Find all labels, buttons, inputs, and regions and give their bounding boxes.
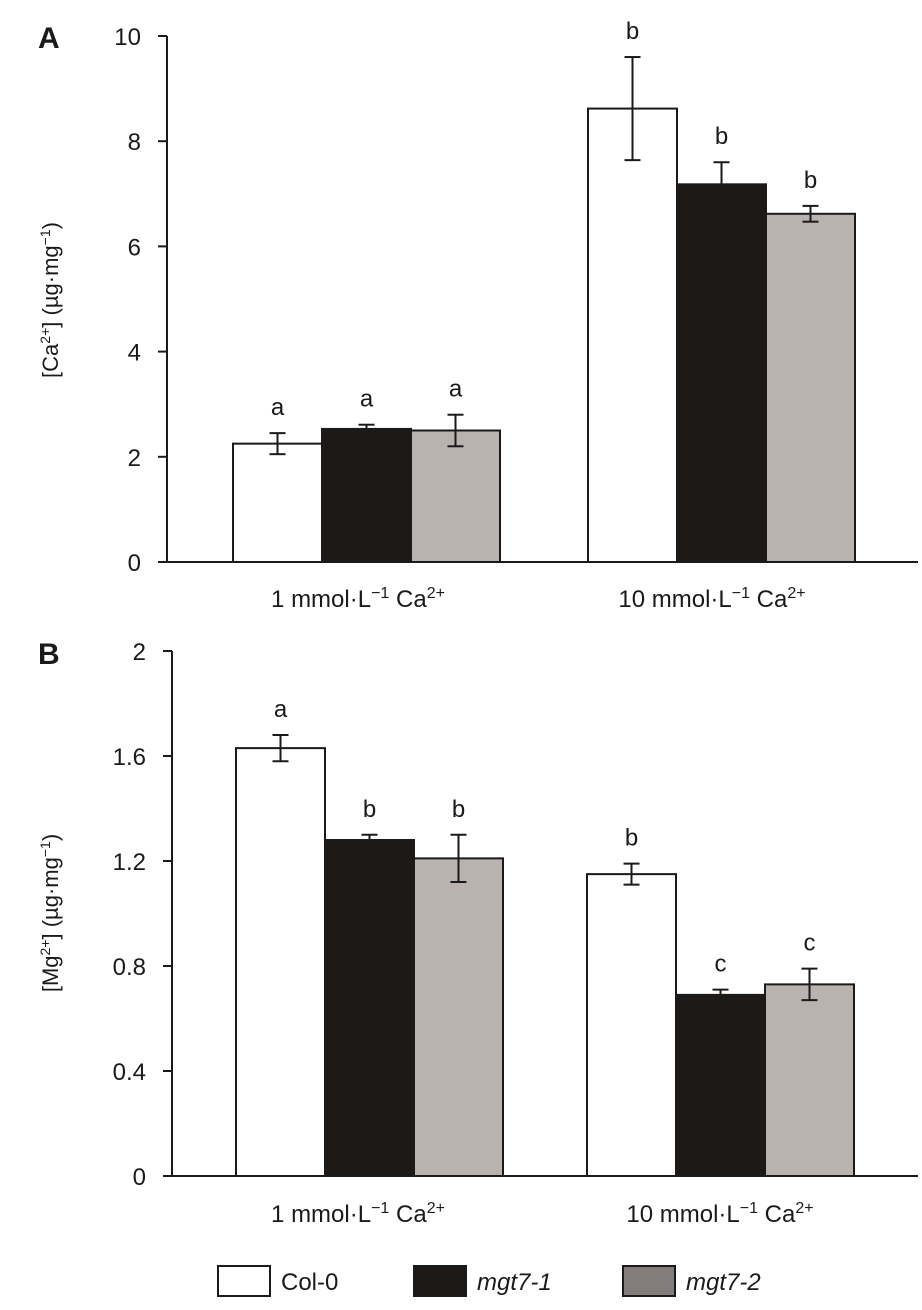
significance-letter: b bbox=[625, 825, 638, 852]
significance-letter: a bbox=[360, 386, 374, 413]
panel-a-chart: A [Ca2+] (µg·mg−1) a a a b b b 0 2 4 6 8 10 1 mmol… bbox=[37, 18, 918, 613]
panel-b-error-bars bbox=[272, 734, 818, 1002]
legend-label-mgt7-1: mgt7-1 bbox=[477, 1269, 552, 1296]
legend-swatch-mgt7-1 bbox=[413, 1265, 467, 1297]
legend-label-col-0: Col-0 bbox=[281, 1269, 338, 1296]
x-category-label: 1 mmol·L−1 Ca2+ bbox=[271, 1200, 445, 1228]
x-category-label: 10 mmol·L−1 Ca2+ bbox=[626, 1200, 813, 1228]
significance-letter: b bbox=[715, 123, 728, 150]
panel-b-x-labels: 1 mmol·L−1 Ca2+ 10 mmol·L−1 Ca2+ bbox=[271, 1200, 814, 1228]
panel-a-error-bars bbox=[269, 56, 819, 456]
bar-col-0-2 bbox=[586, 873, 677, 1177]
bar-mgt7-2-2 bbox=[764, 983, 855, 1177]
legend-label-mgt7-2: mgt7-2 bbox=[686, 1269, 761, 1296]
significance-letter: c bbox=[804, 930, 816, 957]
x-category-label: 10 mmol·L−1 Ca2+ bbox=[618, 585, 805, 613]
legend-item-col-0: Col-0 bbox=[217, 1265, 338, 1297]
significance-letter: a bbox=[271, 394, 285, 421]
legend-item-mgt7-1: mgt7-1 bbox=[413, 1265, 552, 1297]
bar-col-0-2 bbox=[587, 107, 678, 563]
y-tick-label: 0.8 bbox=[113, 954, 146, 981]
significance-letter: b bbox=[452, 796, 465, 823]
legend-swatch-mgt7-2 bbox=[622, 1265, 676, 1297]
significance-letter: b bbox=[804, 167, 817, 194]
y-tick-label: 1.2 bbox=[113, 849, 146, 876]
y-tick-label: 0 bbox=[128, 550, 141, 577]
panel-a-label: A bbox=[38, 22, 60, 55]
bar-mgt7-1-1 bbox=[324, 839, 415, 1177]
panel-a-x-labels: 1 mmol·L−1 Ca2+ 10 mmol·L−1 Ca2+ bbox=[271, 585, 806, 613]
bar-mgt7-2-2 bbox=[765, 212, 856, 563]
legend: Col-0 mgt7-1 mgt7-2 bbox=[217, 1265, 761, 1297]
x-category-label: 1 mmol·L−1 Ca2+ bbox=[271, 585, 445, 613]
bar-mgt7-2-1 bbox=[410, 429, 501, 563]
bar-mgt7-1-2 bbox=[676, 183, 767, 563]
panel-a-significance-letters: a a a b b b bbox=[271, 18, 817, 421]
significance-letter: b bbox=[626, 18, 639, 45]
y-tick-label: 4 bbox=[128, 340, 141, 367]
bar-col-0-1 bbox=[232, 442, 323, 563]
y-tick-label: 1.6 bbox=[113, 744, 146, 771]
legend-swatch-col-0 bbox=[217, 1265, 271, 1297]
panel-a-bars bbox=[232, 107, 856, 563]
panel-b-label: B bbox=[38, 638, 60, 671]
bar-mgt7-1-2 bbox=[675, 993, 766, 1177]
panel-b-y-axis-label: [Mg2+] (µg·mg−1) bbox=[37, 834, 63, 992]
bar-mgt7-2-1 bbox=[413, 857, 504, 1177]
panel-b-chart: B [Mg2+] (µg·mg−1) a b b b c c 0 0.4 0.8 1.2 1.6 2… bbox=[37, 638, 918, 1228]
panel-b-y-ticks: 0 0.4 0.8 1.2 1.6 2 bbox=[113, 639, 172, 1191]
significance-letter: a bbox=[449, 376, 463, 403]
y-tick-label: 2 bbox=[133, 639, 146, 666]
significance-letter: c bbox=[715, 951, 727, 978]
y-tick-label: 0.4 bbox=[113, 1059, 146, 1086]
y-tick-label: 0 bbox=[133, 1164, 146, 1191]
y-tick-label: 10 bbox=[114, 24, 141, 51]
panel-a-y-ticks: 0 2 4 6 8 10 bbox=[114, 24, 167, 577]
y-tick-label: 8 bbox=[128, 129, 141, 156]
bar-mgt7-1-1 bbox=[321, 427, 412, 563]
significance-letter: b bbox=[363, 796, 376, 823]
bar-col-0-1 bbox=[235, 747, 326, 1177]
panel-b-significance-letters: a b b b c c bbox=[274, 696, 816, 978]
panel-a-y-axis-label: [Ca2+] (µg·mg−1) bbox=[37, 222, 63, 378]
significance-letter: a bbox=[274, 696, 288, 723]
panel-b-bars bbox=[235, 747, 855, 1177]
y-tick-label: 6 bbox=[128, 234, 141, 261]
legend-item-mgt7-2: mgt7-2 bbox=[622, 1265, 761, 1297]
y-tick-label: 2 bbox=[128, 445, 141, 472]
